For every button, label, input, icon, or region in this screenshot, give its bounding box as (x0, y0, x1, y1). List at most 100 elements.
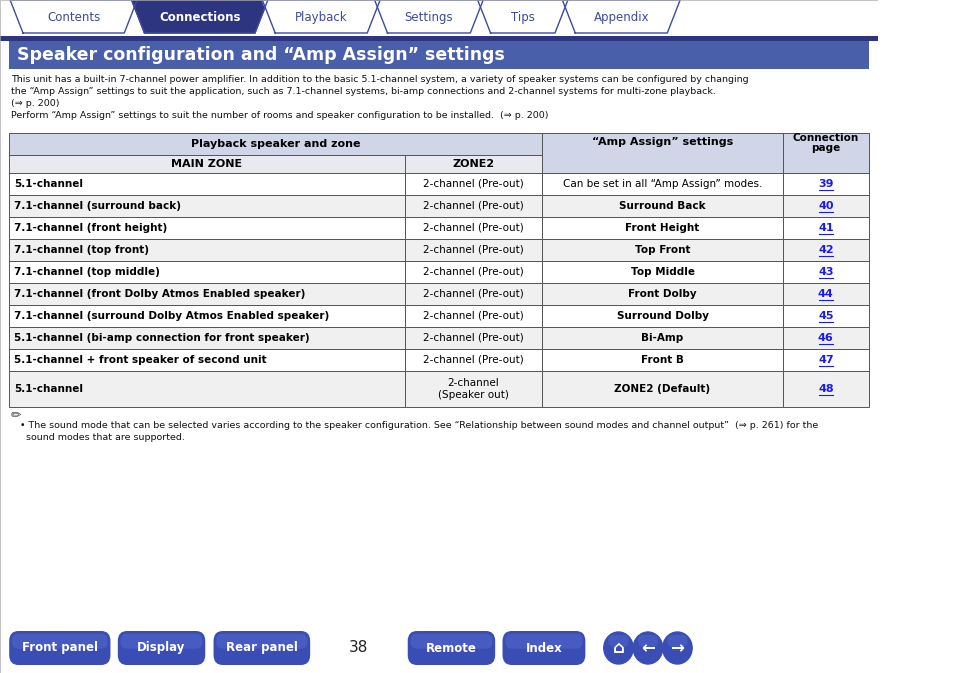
Text: ✏: ✏ (11, 409, 22, 422)
Bar (782, 327, 868, 349)
Polygon shape (375, 0, 483, 33)
Text: Front B: Front B (640, 355, 683, 365)
Bar (10, 239, 404, 261)
Bar (541, 133, 782, 173)
Text: 44: 44 (817, 289, 833, 299)
Bar (10, 327, 404, 349)
Text: 2-channel (Pre-out): 2-channel (Pre-out) (422, 267, 523, 277)
Text: 5.1-channel: 5.1-channel (13, 384, 83, 394)
Text: MAIN ZONE: MAIN ZONE (172, 159, 242, 169)
Text: • The sound mode that can be selected varies according to the speaker configurat: • The sound mode that can be selected va… (20, 421, 818, 430)
Bar (404, 195, 541, 217)
Text: Remote: Remote (426, 641, 476, 655)
Text: Front Dolby: Front Dolby (628, 289, 696, 299)
Text: Connection: Connection (792, 133, 858, 143)
Bar (404, 155, 541, 173)
Text: 42: 42 (817, 245, 833, 255)
Text: the “Amp Assign” settings to suit the application, such as 7.1-channel systems, : the “Amp Assign” settings to suit the ap… (11, 87, 715, 96)
FancyBboxPatch shape (213, 631, 310, 665)
Text: Top Front: Top Front (634, 245, 690, 255)
Bar (10, 261, 404, 283)
Text: 5.1-channel + front speaker of second unit: 5.1-channel + front speaker of second un… (13, 355, 266, 365)
Polygon shape (10, 0, 137, 33)
Bar (10, 283, 404, 305)
Bar (541, 349, 782, 371)
FancyBboxPatch shape (12, 634, 108, 649)
Bar (541, 239, 782, 261)
Text: 2-channel (Pre-out): 2-channel (Pre-out) (422, 355, 523, 365)
Text: sound modes that are supported.: sound modes that are supported. (20, 433, 185, 442)
Bar (782, 283, 868, 305)
Text: 40: 40 (818, 201, 833, 211)
FancyBboxPatch shape (120, 634, 202, 649)
Text: 7.1-channel (top front): 7.1-channel (top front) (13, 245, 149, 255)
Text: ←: ← (640, 639, 654, 657)
Text: Bi-Amp: Bi-Amp (640, 333, 683, 343)
Text: 2-channel (Pre-out): 2-channel (Pre-out) (422, 289, 523, 299)
Bar (541, 283, 782, 305)
FancyBboxPatch shape (502, 631, 585, 665)
Text: 7.1-channel (front Dolby Atmos Enabled speaker): 7.1-channel (front Dolby Atmos Enabled s… (13, 289, 305, 299)
Text: (⇒ p. 200): (⇒ p. 200) (11, 99, 59, 108)
Bar (541, 261, 782, 283)
Text: page: page (810, 143, 840, 153)
Text: 5.1-channel (bi-amp connection for front speaker): 5.1-channel (bi-amp connection for front… (13, 333, 309, 343)
FancyBboxPatch shape (638, 635, 658, 647)
Text: 2-channel (Pre-out): 2-channel (Pre-out) (422, 201, 523, 211)
Text: →: → (670, 639, 683, 657)
Bar (404, 217, 541, 239)
Circle shape (633, 632, 662, 664)
Bar (404, 173, 541, 195)
Bar (782, 371, 868, 407)
Text: Surround Dolby: Surround Dolby (616, 311, 708, 321)
Bar (10, 371, 404, 407)
Bar (404, 349, 541, 371)
Text: 2-channel (Pre-out): 2-channel (Pre-out) (422, 223, 523, 233)
Text: Front Height: Front Height (625, 223, 699, 233)
Bar (10, 305, 404, 327)
Text: “Amp Assign” settings: “Amp Assign” settings (591, 137, 733, 147)
Bar (404, 305, 541, 327)
Text: 45: 45 (818, 311, 833, 321)
Text: Tips: Tips (510, 11, 535, 24)
Text: This unit has a built-in 7-channel power amplifier. In addition to the basic 5.1: This unit has a built-in 7-channel power… (11, 75, 748, 84)
Text: Surround Back: Surround Back (618, 201, 705, 211)
Text: Rear panel: Rear panel (226, 641, 297, 655)
Text: 2-channel (Pre-out): 2-channel (Pre-out) (422, 311, 523, 321)
Text: Perform “Amp Assign” settings to suit the number of rooms and speaker configurat: Perform “Amp Assign” settings to suit th… (11, 111, 548, 120)
Text: Display: Display (137, 641, 186, 655)
Bar (10, 195, 404, 217)
Text: 5.1-channel: 5.1-channel (13, 179, 83, 189)
Text: 7.1-channel (top middle): 7.1-channel (top middle) (13, 267, 159, 277)
Bar (782, 133, 868, 173)
Bar (10, 133, 541, 155)
Bar (541, 195, 782, 217)
Circle shape (662, 632, 692, 664)
Bar (10, 349, 404, 371)
Text: Playback speaker and zone: Playback speaker and zone (191, 139, 360, 149)
Bar (0, 36, 877, 41)
Bar (10, 173, 404, 195)
Text: 38: 38 (349, 641, 368, 656)
Polygon shape (262, 0, 379, 33)
Bar (541, 217, 782, 239)
Bar (782, 349, 868, 371)
Bar (782, 173, 868, 195)
Bar (404, 327, 541, 349)
Text: Can be set in all “Amp Assign” modes.: Can be set in all “Amp Assign” modes. (562, 179, 761, 189)
Polygon shape (132, 0, 268, 33)
Bar (404, 283, 541, 305)
Text: 2-channel
(Speaker out): 2-channel (Speaker out) (437, 378, 508, 400)
Bar (782, 217, 868, 239)
Text: Speaker configuration and “Amp Assign” settings: Speaker configuration and “Amp Assign” s… (16, 46, 504, 64)
FancyBboxPatch shape (216, 634, 307, 649)
FancyBboxPatch shape (117, 631, 205, 665)
Text: Connections: Connections (159, 11, 240, 24)
FancyBboxPatch shape (608, 635, 628, 647)
Bar (541, 327, 782, 349)
Bar (782, 195, 868, 217)
Bar (782, 239, 868, 261)
Circle shape (603, 632, 633, 664)
Text: 39: 39 (818, 179, 833, 189)
Text: 46: 46 (817, 333, 833, 343)
